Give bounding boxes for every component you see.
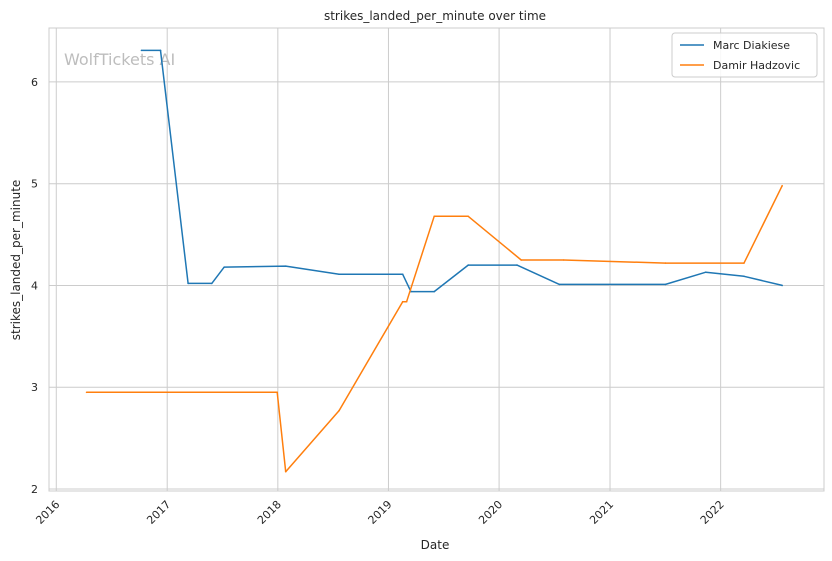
data-point <box>704 271 707 274</box>
data-point <box>405 300 408 303</box>
data-point <box>743 262 745 264</box>
chart-title: strikes_landed_per_minute over time <box>324 9 546 23</box>
series-layer <box>85 49 783 473</box>
y-tick-label: 4 <box>31 279 38 292</box>
legend-box <box>671 32 818 78</box>
data-point <box>338 273 340 276</box>
data-point <box>516 264 518 266</box>
y-tick-label: 6 <box>31 76 38 89</box>
plot-frame <box>48 27 825 492</box>
data-point <box>467 264 469 266</box>
data-point <box>433 215 436 218</box>
data-point <box>276 391 279 394</box>
data-point <box>562 259 565 261</box>
data-point <box>140 49 143 52</box>
data-point <box>664 262 667 264</box>
data-point <box>743 275 745 278</box>
x-axis-label: Date <box>421 538 450 552</box>
legend-label: Damir Hadzovic <box>713 59 800 72</box>
grid <box>49 28 824 491</box>
y-tick-label: 2 <box>31 483 38 496</box>
data-point <box>401 300 404 303</box>
y-axis-label: strikes_landed_per_minute <box>9 180 23 341</box>
data-point <box>558 283 561 286</box>
data-point <box>520 259 523 261</box>
legend: Marc Diakiese Damir Hadzovic <box>671 32 818 78</box>
y-axis: 2 3 4 5 6 <box>31 76 38 496</box>
data-point <box>210 282 213 285</box>
data-point <box>781 184 783 187</box>
data-point <box>401 273 404 276</box>
data-point <box>85 391 88 394</box>
watermark: WolfTickets AI <box>64 50 175 69</box>
data-point <box>187 282 189 285</box>
data-point <box>664 283 667 286</box>
data-point <box>223 266 225 268</box>
data-point <box>467 215 469 218</box>
y-tick-label: 5 <box>31 178 38 191</box>
legend-label: Marc Diakiese <box>713 39 790 52</box>
data-point <box>159 49 162 52</box>
data-point <box>284 470 287 473</box>
data-point <box>781 284 783 287</box>
data-point <box>338 409 340 412</box>
y-tick-label: 3 <box>31 381 38 394</box>
data-point <box>284 265 287 267</box>
data-point <box>433 290 436 293</box>
